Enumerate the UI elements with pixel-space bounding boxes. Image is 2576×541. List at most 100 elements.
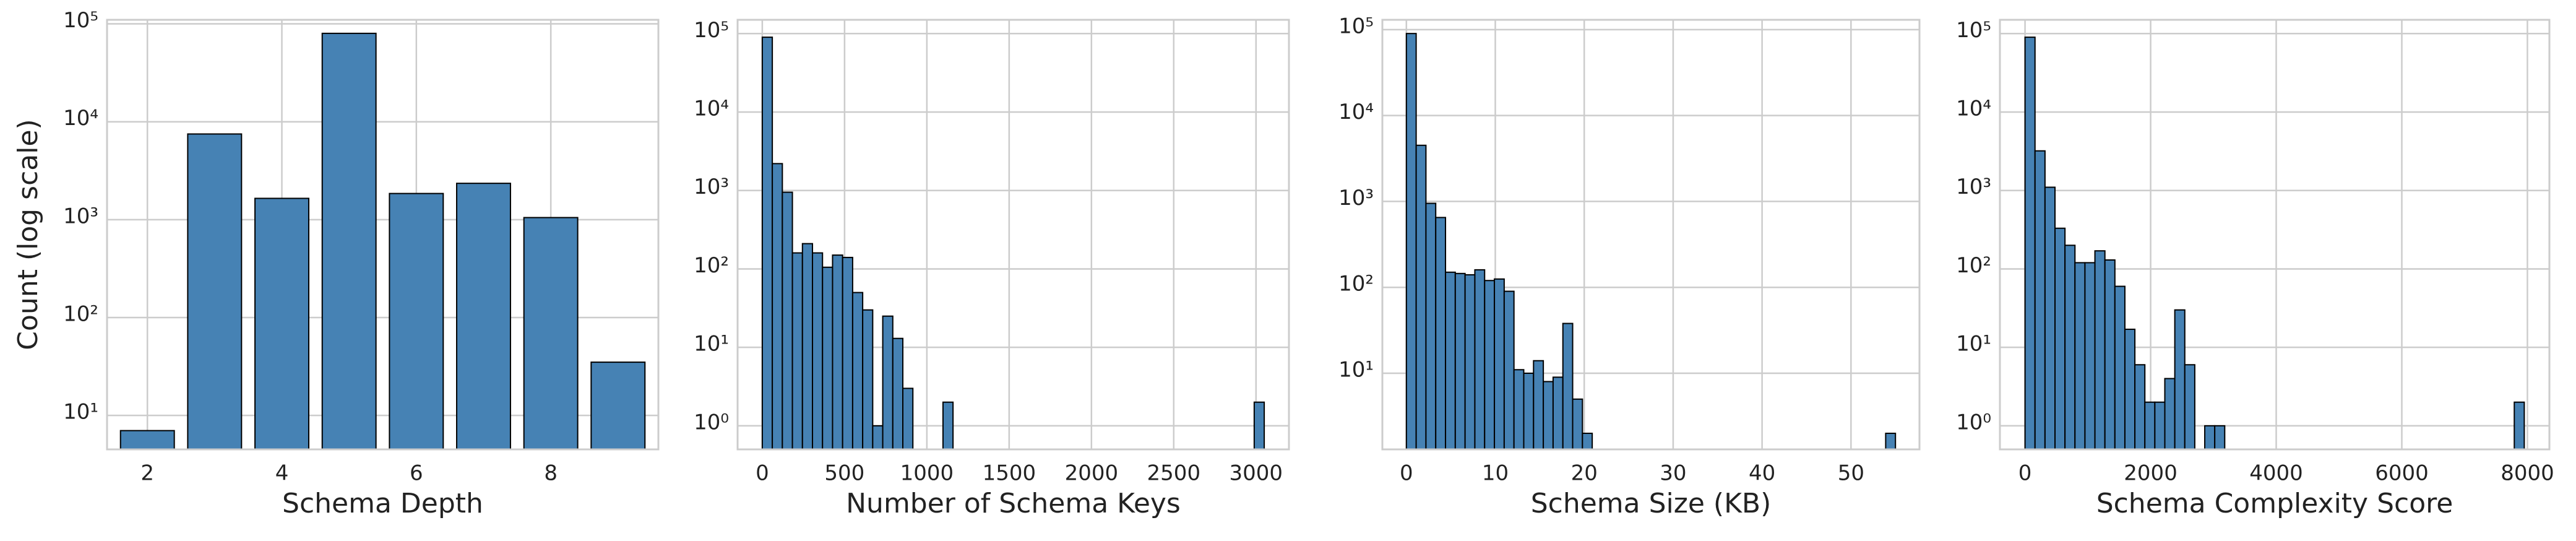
axes-frame xyxy=(1999,19,2551,451)
x-tick-label: 8 xyxy=(544,461,558,486)
bar xyxy=(822,266,834,450)
x-tick-label: 6 xyxy=(410,461,423,486)
y-tick-label: 10⁴ xyxy=(63,106,98,131)
y-tick-label: 10⁴ xyxy=(1956,97,1991,121)
x-tick-label: 2000 xyxy=(1065,461,1119,486)
bar xyxy=(1533,360,1544,451)
bar xyxy=(2024,37,2036,450)
bar xyxy=(842,256,853,450)
bar xyxy=(942,401,954,450)
bar xyxy=(1562,322,1574,451)
y-tick-label: 10⁰ xyxy=(1956,410,1991,435)
y-tick-label: 10⁴ xyxy=(694,97,729,121)
bar xyxy=(1885,433,1897,450)
bar xyxy=(2174,309,2186,450)
bar xyxy=(1523,373,1535,450)
bar xyxy=(590,361,646,450)
bar xyxy=(1474,269,1486,450)
bar xyxy=(187,133,243,450)
bar xyxy=(2164,378,2176,450)
bar xyxy=(2044,186,2056,450)
x-tick-label: 1500 xyxy=(983,461,1036,486)
bar xyxy=(1464,274,1476,450)
bar xyxy=(1425,202,1437,450)
bar xyxy=(882,315,894,450)
bar xyxy=(2204,425,2216,450)
bar xyxy=(2074,262,2086,450)
y-tick-label: 10³ xyxy=(1956,175,1991,199)
bar xyxy=(1415,144,1427,450)
y-tick-label: 10³ xyxy=(694,175,729,199)
subplot: 10¹ 10² 10³ 10⁴ 10⁵ 2 4 6 8 Schema Depth Count (lo… xyxy=(12,8,660,519)
bar xyxy=(2104,259,2116,450)
x-tick-label: 0 xyxy=(1400,461,1413,486)
bar xyxy=(119,430,175,450)
bar xyxy=(1454,272,1466,450)
bar xyxy=(321,32,377,450)
subplot: 10¹ 10² 10³ 10⁴ 10⁵ 0 10 20 30 40 50 Schema Size (K… xyxy=(1338,14,1921,519)
bar xyxy=(456,183,511,450)
bar xyxy=(1494,278,1505,450)
x-tick-label: 10 xyxy=(1482,461,1509,486)
y-tick-label: 10³ xyxy=(63,204,98,228)
y-tick-label: 10¹ xyxy=(1338,358,1374,383)
bar xyxy=(772,163,783,450)
y-tick-label: 10⁵ xyxy=(694,18,729,43)
bar xyxy=(1445,271,1456,450)
bar xyxy=(1253,401,1265,450)
y-tick-label: 10⁵ xyxy=(63,8,98,33)
bar xyxy=(2134,364,2146,450)
y-tick-label: 10² xyxy=(1338,272,1374,296)
bar xyxy=(892,337,904,450)
bar xyxy=(2124,328,2136,450)
bar xyxy=(1543,381,1554,450)
bar xyxy=(832,254,843,450)
x-tick-label: 1000 xyxy=(900,461,954,486)
y-tick-label: 10³ xyxy=(1338,186,1374,210)
bar xyxy=(801,243,814,450)
axes-frame xyxy=(106,19,660,451)
x-tick-label: 2 xyxy=(140,461,154,486)
y-tick-label: 10² xyxy=(694,253,729,278)
x-tick-label: 2500 xyxy=(1147,461,1201,486)
x-tick-label: 4 xyxy=(275,461,289,486)
bar xyxy=(1435,217,1447,450)
bar xyxy=(862,309,874,450)
bar xyxy=(2114,285,2126,450)
bar xyxy=(1572,398,1583,450)
bar xyxy=(1484,280,1496,450)
bar xyxy=(2094,250,2106,450)
x-tick-label: 4000 xyxy=(2249,461,2303,486)
x-tick-label: 0 xyxy=(756,461,769,486)
x-axis-label: Schema Size (KB) xyxy=(1531,488,1772,519)
y-tick-label: 10⁵ xyxy=(1956,18,1991,43)
y-tick-label: 10¹ xyxy=(63,400,98,425)
bar xyxy=(2084,262,2096,450)
bar xyxy=(1405,33,1417,450)
x-axis-label: Number of Schema Keys xyxy=(846,488,1181,519)
bar xyxy=(872,425,884,450)
bar xyxy=(761,37,773,450)
y-tick-label: 10¹ xyxy=(1956,332,1991,357)
x-tick-label: 0 xyxy=(2018,461,2032,486)
bar xyxy=(2184,364,2195,450)
bar xyxy=(2214,425,2226,450)
x-axis-label: Schema Depth xyxy=(282,488,483,519)
bar xyxy=(1552,376,1564,450)
bar xyxy=(523,217,579,450)
bar xyxy=(782,191,793,450)
bar xyxy=(254,197,309,450)
x-tick-label: 20 xyxy=(1571,461,1598,486)
subplot: 10⁰ 10¹ 10² 10³ 10⁴ 10⁵ 0 500 1000 1500 2000 2500 30… xyxy=(694,18,1290,519)
bar xyxy=(791,252,803,450)
y-tick-label: 10⁴ xyxy=(1338,100,1374,124)
x-axis-label: Schema Complexity Score xyxy=(2096,488,2453,519)
bar xyxy=(2034,150,2046,451)
bar xyxy=(851,292,864,451)
bar xyxy=(2064,245,2076,450)
bar xyxy=(2054,227,2066,450)
x-tick-label: 50 xyxy=(1838,461,1864,486)
bar xyxy=(2154,401,2166,450)
y-tick-label: 10² xyxy=(1956,253,1991,278)
